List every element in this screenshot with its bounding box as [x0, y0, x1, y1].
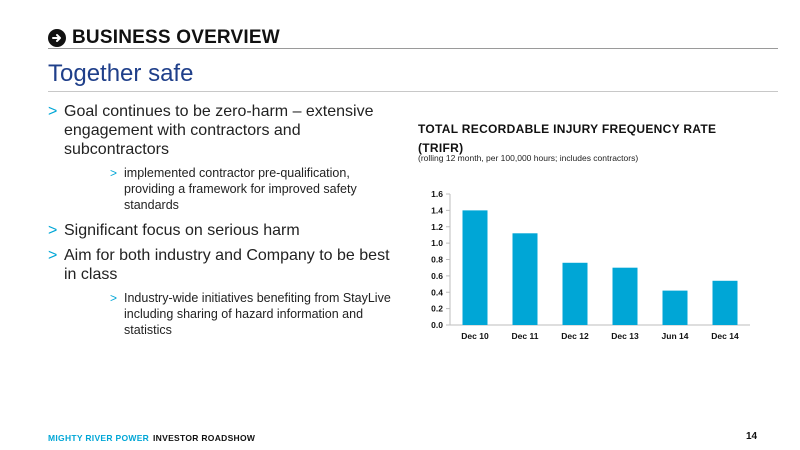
footer-label: INVESTOR ROADSHOW — [153, 433, 256, 443]
section-title: BUSINESS OVERVIEW — [72, 27, 280, 48]
bar-jun-14 — [662, 290, 688, 325]
bullet-text: Industry-wide initiatives benefiting fro… — [124, 291, 391, 337]
x-tick-label: Dec 13 — [611, 331, 639, 341]
trifr-bar-chart: 0.0 0.2 0.4 0.6 0.8 1.0 1.2 1.4 1.6 Dec 10 Dec 11 D… — [431, 189, 750, 341]
x-tick-label: Dec 11 — [512, 331, 539, 341]
title-divider — [48, 91, 778, 92]
bullet-marker: > — [48, 247, 58, 264]
bar-dec-14 — [712, 280, 738, 325]
bullet-marker: > — [48, 222, 58, 239]
bullet-marker: > — [110, 291, 118, 305]
bullet-item: > Aim for both industry and Company to be… — [48, 246, 398, 284]
y-tick-label: 0.4 — [431, 287, 443, 297]
sub-bullet-item: > Industry-wide initiatives benefiting fr… — [110, 290, 398, 338]
y-tick-label: 0.0 — [431, 320, 443, 330]
x-tick-label: Dec 10 — [461, 331, 489, 341]
bar-dec-13 — [612, 267, 638, 325]
bullet-item: > Goal continues to be zero-harm – extens… — [48, 102, 398, 159]
y-tick-label: 1.0 — [431, 238, 443, 248]
y-tick-label: 1.2 — [431, 222, 443, 232]
bullet-text: Significant focus on serious harm — [64, 222, 300, 239]
arrow-right-circle-icon — [48, 29, 66, 47]
y-tick-label: 0.8 — [431, 255, 443, 265]
y-tick-label: 1.6 — [431, 189, 443, 199]
bullet-text: Aim for both industry and Company to be … — [64, 247, 390, 283]
y-tick-label: 1.4 — [431, 205, 443, 215]
bullet-text: implemented contractor pre-qualification… — [124, 166, 357, 212]
x-tick-label: Dec 12 — [561, 331, 589, 341]
page-title: Together safe — [48, 60, 194, 87]
bar-dec-12 — [562, 262, 588, 325]
sub-bullet-item: > implemented contractor pre-qualificatio… — [110, 165, 398, 213]
bullet-list: > Goal continues to be zero-harm – extens… — [48, 102, 398, 346]
chart-title: TOTAL RECORDABLE INJURY FREQUENCY RATE (… — [418, 122, 717, 155]
y-tick-label: 0.6 — [431, 271, 443, 281]
footer-brand: MIGHTY RIVER POWER — [48, 433, 150, 443]
section-header: BUSINESS OVERVIEW — [48, 26, 280, 50]
bar-dec-10 — [462, 210, 488, 325]
header-divider — [48, 48, 778, 49]
bullet-marker: > — [110, 166, 118, 180]
y-tick-label: 0.2 — [431, 304, 443, 314]
bar-dec-11 — [512, 233, 538, 325]
x-tick-label: Dec 14 — [711, 331, 739, 341]
chart-subtitle: (rolling 12 month, per 100,000 hours; in… — [418, 153, 639, 163]
bullet-text: Goal continues to be zero-harm – extensi… — [64, 103, 374, 158]
bullet-marker: > — [48, 103, 58, 120]
bullet-item: > Significant focus on serious harm — [48, 221, 398, 240]
x-tick-label: Jun 14 — [662, 331, 689, 341]
page-number: 14 — [746, 431, 758, 442]
